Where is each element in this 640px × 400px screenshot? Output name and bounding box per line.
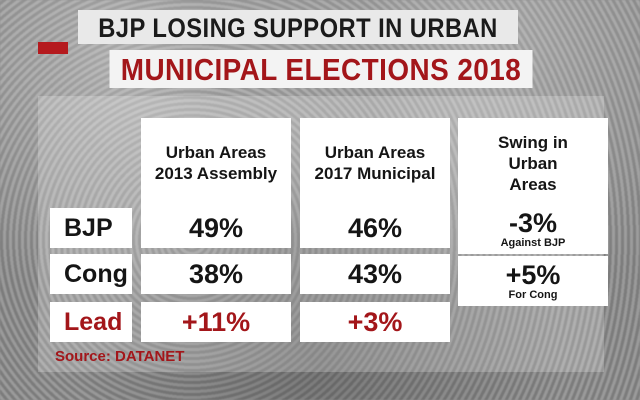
row-label-lead: Lead — [50, 302, 132, 342]
column-header-line: Urban Areas — [324, 143, 426, 162]
column-header-line: 2013 Assembly — [154, 164, 278, 183]
page-subtitle: MUNICIPAL ELECTIONS 2018 — [109, 50, 533, 88]
value-cong-2013: 38% — [141, 254, 291, 294]
column-header-line: Swing in — [498, 132, 568, 152]
value-lead-2013: +11% — [141, 302, 291, 342]
row-label-bjp: BJP — [50, 208, 132, 248]
swing-bjp: -3% Against BJP — [458, 204, 608, 254]
column-header-line: 2017 Municipal — [314, 164, 436, 183]
swing-value: -3% — [508, 208, 557, 238]
value-lead-2017: +3% — [300, 302, 450, 342]
data-table: Urban Areas 2013 Assembly Urban Areas 20… — [38, 96, 608, 372]
accent-bar — [38, 42, 68, 54]
column-header-line: Urban — [508, 153, 558, 173]
column-header-2013: Urban Areas 2013 Assembly — [141, 118, 291, 208]
value-bjp-2017: 46% — [300, 208, 450, 248]
column-header-swing: Swing in Urban Areas — [458, 118, 608, 208]
swing-note: For Cong — [508, 289, 558, 301]
swing-note: Against BJP — [500, 237, 566, 249]
value-bjp-2013: 49% — [141, 208, 291, 248]
header: BJP LOSING SUPPORT IN URBAN AREAS MUNICI… — [38, 10, 560, 88]
source-note: Source: DATANET — [55, 348, 185, 365]
swing-value: +5% — [505, 260, 561, 290]
swing-cong: +5% For Cong — [458, 256, 608, 306]
page-title: BJP LOSING SUPPORT IN URBAN AREAS — [78, 10, 518, 79]
column-header-2017: Urban Areas 2017 Municipal — [300, 118, 450, 208]
column-header-line: Areas — [509, 174, 557, 194]
row-label-cong: Cong — [50, 254, 132, 294]
value-cong-2017: 43% — [300, 254, 450, 294]
column-header-line: Urban Areas — [165, 143, 267, 162]
